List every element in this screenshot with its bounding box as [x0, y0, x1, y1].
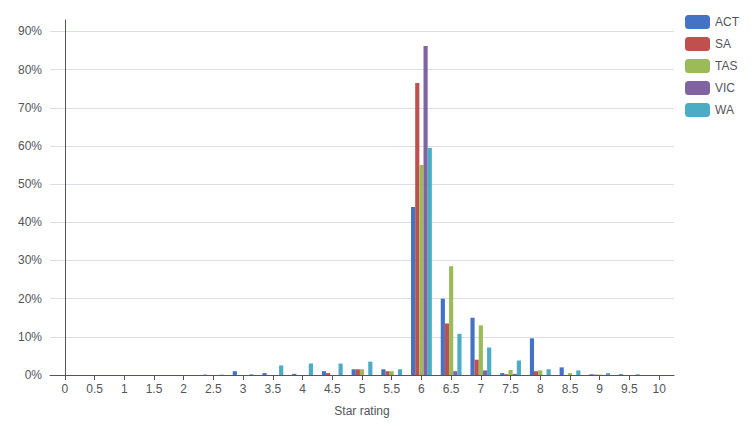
svg-text:WA: WA — [715, 103, 734, 117]
svg-text:5: 5 — [359, 382, 366, 396]
svg-text:9: 9 — [596, 382, 603, 396]
svg-text:0.5: 0.5 — [86, 382, 103, 396]
svg-text:3: 3 — [240, 382, 247, 396]
svg-text:5.5: 5.5 — [383, 382, 400, 396]
svg-text:90%: 90% — [18, 24, 42, 38]
svg-text:7: 7 — [478, 382, 485, 396]
svg-text:30%: 30% — [18, 253, 42, 267]
svg-text:2: 2 — [180, 382, 187, 396]
svg-text:40%: 40% — [18, 215, 42, 229]
svg-text:50%: 50% — [18, 177, 42, 191]
svg-text:9.5: 9.5 — [621, 382, 638, 396]
svg-text:VIC: VIC — [715, 81, 735, 95]
svg-text:8.5: 8.5 — [562, 382, 579, 396]
svg-text:1: 1 — [121, 382, 128, 396]
svg-text:1.5: 1.5 — [146, 382, 163, 396]
svg-text:4.5: 4.5 — [324, 382, 341, 396]
svg-text:10: 10 — [652, 382, 666, 396]
svg-text:20%: 20% — [18, 292, 42, 306]
svg-text:6: 6 — [418, 382, 425, 396]
svg-text:Star rating: Star rating — [334, 404, 389, 418]
svg-text:7.5: 7.5 — [502, 382, 519, 396]
svg-text:4: 4 — [299, 382, 306, 396]
svg-text:6.5: 6.5 — [443, 382, 460, 396]
svg-text:8: 8 — [537, 382, 544, 396]
svg-text:3.5: 3.5 — [265, 382, 282, 396]
svg-text:0%: 0% — [25, 368, 43, 382]
svg-text:10%: 10% — [18, 330, 42, 344]
svg-text:2.5: 2.5 — [205, 382, 222, 396]
svg-text:80%: 80% — [18, 63, 42, 77]
svg-text:ACT: ACT — [715, 15, 740, 29]
svg-text:TAS: TAS — [715, 59, 737, 73]
svg-text:70%: 70% — [18, 101, 42, 115]
svg-text:0: 0 — [62, 382, 69, 396]
svg-text:SA: SA — [715, 37, 731, 51]
svg-text:60%: 60% — [18, 139, 42, 153]
